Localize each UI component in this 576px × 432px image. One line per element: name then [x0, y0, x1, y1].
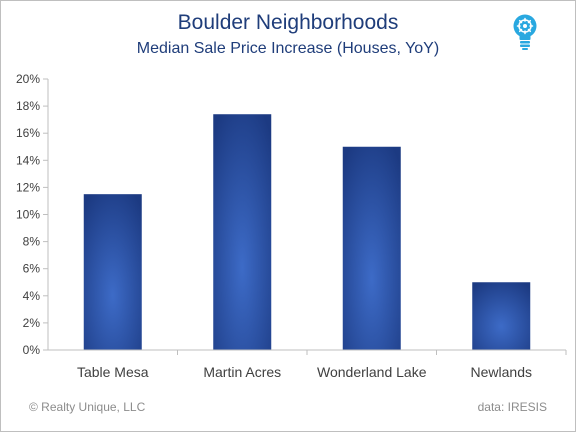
- x-tick-label: Newlands: [471, 364, 532, 380]
- bar-newlands: [472, 282, 531, 350]
- chart-title: Boulder Neighborhoods: [177, 11, 399, 34]
- y-tick-label: 8%: [23, 235, 41, 249]
- bar-wonderland-lake: [342, 146, 401, 350]
- y-tick-label: 12%: [16, 180, 40, 194]
- credit-text: © Realty Unique, LLC: [29, 400, 146, 414]
- source-text: data: IRESIS: [477, 400, 547, 414]
- y-tick-label: 6%: [23, 262, 41, 276]
- y-tick-label: 20%: [16, 72, 40, 86]
- y-tick-label: 10%: [16, 208, 40, 222]
- chart-subtitle: Median Sale Price Increase (Houses, YoY): [136, 40, 440, 57]
- bar-table-mesa: [83, 194, 142, 350]
- y-tick-label: 14%: [16, 153, 40, 167]
- y-axis-ticks: 0% 2% 4% 6% 8% 10% 12% 14% 16% 18% 20%: [16, 72, 48, 357]
- y-tick-label: 2%: [23, 316, 41, 330]
- y-tick-label: 4%: [23, 289, 41, 303]
- x-tick-label: Martin Acres: [203, 364, 281, 380]
- x-axis-labels: Table Mesa Martin Acres Wonderland Lake New…: [77, 350, 567, 380]
- x-tick-label: Table Mesa: [77, 364, 149, 380]
- lightbulb-icon: [513, 14, 537, 50]
- bar-martin-acres: [213, 114, 272, 350]
- y-tick-label: 0%: [23, 343, 41, 357]
- x-tick-label: Wonderland Lake: [317, 364, 427, 380]
- y-tick-label: 16%: [16, 126, 40, 140]
- y-tick-label: 18%: [16, 99, 40, 113]
- bar-series: [83, 114, 531, 350]
